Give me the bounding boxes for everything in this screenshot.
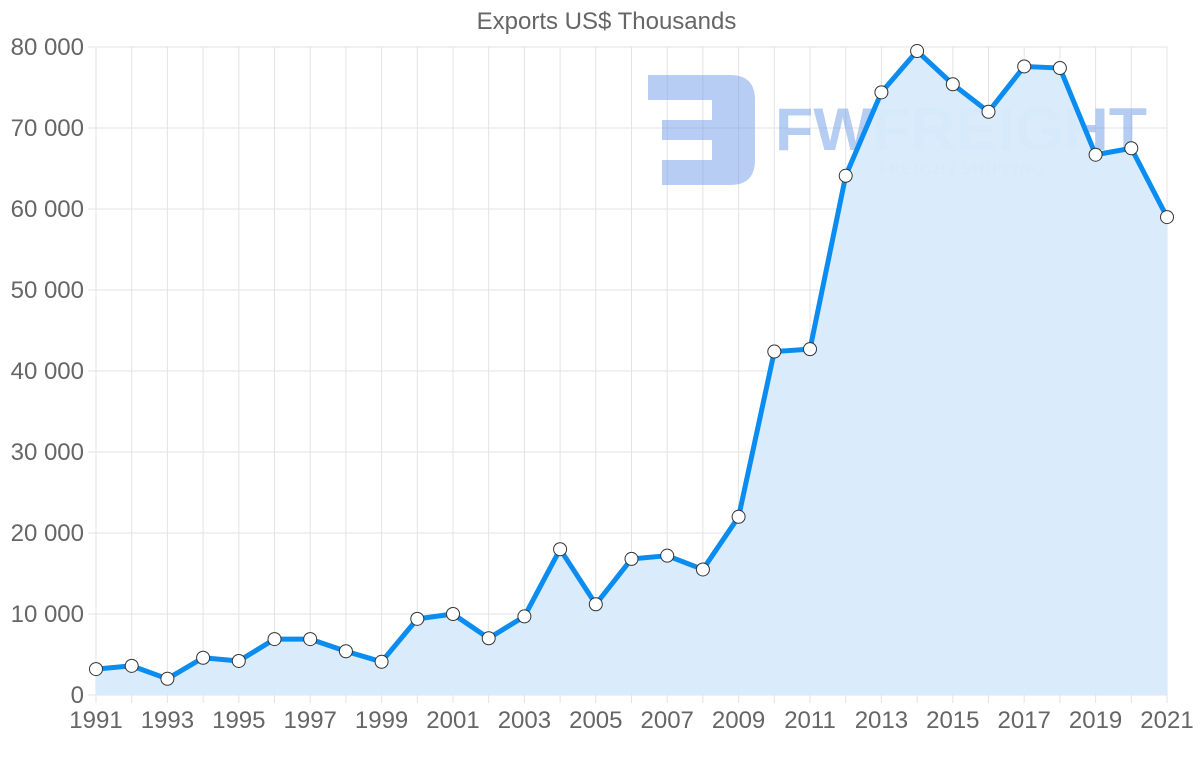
x-tick-label: 2007	[641, 707, 694, 734]
data-point[interactable]	[231, 653, 246, 668]
data-point[interactable]	[910, 44, 925, 59]
data-point[interactable]	[196, 650, 211, 665]
data-point[interactable]	[945, 77, 960, 92]
y-tick-label: 50 000	[11, 277, 84, 304]
data-point[interactable]	[1160, 210, 1174, 225]
area-fill	[96, 51, 1167, 696]
x-tick-label: 2015	[926, 707, 979, 734]
data-point[interactable]	[660, 548, 675, 563]
x-tick-label: 2005	[569, 707, 622, 734]
data-point[interactable]	[517, 609, 532, 624]
x-tick-label: 1993	[141, 707, 194, 734]
data-point[interactable]	[410, 611, 425, 626]
data-point[interactable]	[89, 662, 103, 677]
x-tick-label: 2011	[784, 707, 836, 734]
data-points	[89, 44, 1174, 686]
data-point[interactable]	[1088, 147, 1103, 162]
data-point[interactable]	[338, 644, 353, 659]
data-point[interactable]	[553, 542, 568, 557]
data-point[interactable]	[981, 104, 996, 119]
y-tick-label: 30 000	[11, 439, 84, 466]
x-tick-label: 2009	[712, 707, 765, 734]
y-tick-label: 0	[71, 682, 84, 709]
data-point[interactable]	[446, 607, 460, 621]
data-point[interactable]	[588, 597, 603, 612]
x-tick-label: 2017	[998, 707, 1051, 734]
y-axis: 0 10 000 20 000 30 000 40 000 50 000 60 000 70 …	[11, 34, 84, 709]
data-point[interactable]	[481, 631, 496, 646]
data-point[interactable]	[731, 509, 746, 524]
data-point[interactable]	[267, 632, 282, 647]
x-tick-label: 1999	[355, 707, 408, 734]
data-point[interactable]	[695, 562, 710, 577]
data-point[interactable]	[124, 658, 139, 673]
y-tick-label: 60 000	[11, 196, 84, 223]
x-tick-label: 1991	[69, 707, 122, 734]
y-tick-label: 20 000	[11, 520, 84, 547]
x-tick-label: 2021	[1140, 707, 1193, 734]
y-tick-label: 40 000	[11, 358, 84, 385]
y-tick-label: 10 000	[11, 601, 84, 628]
watermark-logo-icon	[648, 75, 755, 185]
y-tick-label: 80 000	[11, 34, 84, 61]
data-point[interactable]	[624, 551, 639, 566]
data-point[interactable]	[374, 654, 389, 669]
data-point[interactable]	[1052, 61, 1067, 76]
data-point[interactable]	[160, 671, 175, 686]
data-point[interactable]	[874, 85, 889, 100]
x-tick-label: 2003	[498, 707, 551, 734]
chart-title: Exports US$ Thousands	[476, 8, 737, 35]
x-tick-label: 2013	[855, 707, 908, 734]
data-point[interactable]	[838, 168, 853, 183]
data-point[interactable]	[803, 342, 817, 357]
x-tick-label: 2019	[1069, 707, 1122, 734]
data-point[interactable]	[1017, 59, 1032, 74]
x-tick-label: 2001	[426, 707, 479, 734]
data-point[interactable]	[1124, 141, 1139, 156]
x-tick-label: 1997	[284, 707, 337, 734]
y-tick-label: 70 000	[11, 115, 84, 142]
data-point[interactable]	[303, 632, 318, 647]
x-axis: 1991 1993 1995 1997 1999 2001 2003 2005 2007 2009…	[69, 707, 1193, 734]
data-point[interactable]	[767, 344, 782, 359]
x-tick-label: 1995	[212, 707, 265, 734]
